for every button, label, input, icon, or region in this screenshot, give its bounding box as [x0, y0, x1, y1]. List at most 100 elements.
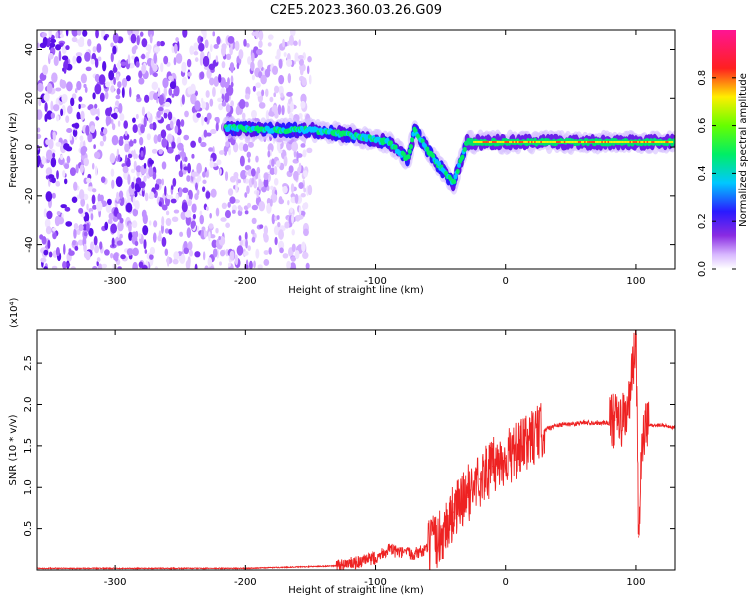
- spectrogram-noise-cell: [71, 196, 78, 203]
- spectrogram-noise-cell: [55, 87, 62, 92]
- spectrogram-signal-peak: [496, 140, 499, 143]
- spectrogram-noise-cell: [160, 129, 167, 139]
- spectrogram-noise-cell: [166, 133, 173, 143]
- spectrogram-noise-cell: [169, 120, 174, 129]
- spectrogram-signal-peak: [516, 140, 519, 143]
- spectrogram-noise-cell: [175, 53, 183, 64]
- spectrogram-noise-cell: [161, 178, 165, 186]
- spectrogram-noise-cell: [186, 194, 189, 202]
- spectrogram-noise-cell: [43, 249, 49, 256]
- spectrogram-noise-cell: [136, 35, 140, 46]
- spectrogram-noise-cell: [198, 136, 202, 144]
- spectrogram-signal-peak: [621, 140, 624, 143]
- spectrogram-noise-cell: [121, 87, 125, 99]
- spectrogram-noise-cell: [83, 231, 88, 237]
- spectrogram-frame: [36, 29, 676, 270]
- spectrogram-x-tick-label: -200: [234, 276, 257, 287]
- spectrogram-noise-cell: [88, 104, 94, 110]
- spectrogram-noise-cell: [202, 55, 210, 67]
- spectrogram-noise-cell: [288, 34, 295, 46]
- spectrogram-noise-cell: [198, 42, 205, 52]
- spectrogram-noise-cell: [148, 159, 154, 165]
- spectrogram-noise-cell: [178, 170, 184, 178]
- spectrogram-signal-peak: [640, 140, 642, 143]
- spectrogram-noise-cell: [55, 31, 59, 39]
- spectrogram-noise-cell: [68, 248, 72, 253]
- colorbar-tick-label: 0.0: [697, 261, 708, 277]
- spectrogram-signal-core: [393, 144, 398, 150]
- spectrogram-noise-cell: [173, 43, 178, 54]
- spectrogram-noise-cell: [239, 239, 243, 247]
- spectrogram-noise-cell: [142, 225, 149, 236]
- spectrogram-noise-cell: [212, 86, 216, 98]
- spectrogram-noise-cell: [51, 72, 58, 83]
- spectrogram-noise-cell: [86, 203, 89, 211]
- spectrogram-noise-cell: [64, 178, 68, 185]
- spectrogram-noise-cell: [50, 112, 56, 119]
- spectrogram-signal-peak: [498, 140, 500, 143]
- spectrogram-y-ticks: -40 -20 0 20 40: [24, 43, 675, 253]
- spectrogram-signal-max: [604, 141, 607, 143]
- spectrogram-signal-core: [460, 154, 465, 160]
- spectrogram-noise-cell: [302, 149, 307, 158]
- spectrogram-noise-cell: [155, 178, 163, 185]
- spectrogram-noise-cell: [240, 169, 247, 180]
- spectrogram-noise-cell: [82, 30, 88, 37]
- snr-data-point: [335, 565, 338, 567]
- spectrogram-noise-cell: [105, 81, 111, 88]
- spectrogram-noise-cell: [209, 265, 215, 269]
- spectrogram-signal-max: [485, 141, 488, 143]
- spectrogram-noise-cell: [192, 213, 196, 220]
- spectrogram-noise-cell: [229, 46, 233, 56]
- colorbar-tick-label: 0.6: [697, 118, 708, 134]
- spectrogram-noise-cell: [213, 76, 220, 87]
- spectrogram-noise-cell: [161, 161, 167, 170]
- spectrogram-noise-cell: [257, 59, 263, 69]
- spectrogram-signal-max: [588, 141, 591, 143]
- spectrogram-noise-cell: [112, 112, 118, 120]
- spectrogram-noise-cell: [52, 104, 60, 112]
- spectrogram-noise-cell: [85, 125, 90, 136]
- spectrogram-noise-cell: [269, 167, 276, 175]
- spectrogram-noise-cell: [275, 160, 281, 168]
- spectrogram-signal-max: [521, 141, 524, 143]
- spectrogram-noise-cell: [226, 86, 233, 96]
- spectrogram-noise-cell: [251, 31, 257, 36]
- spectrogram-noise-cell: [102, 127, 108, 135]
- spectrogram-signal-max: [491, 141, 494, 143]
- spectrogram-noise-cell: [132, 208, 139, 217]
- spectrogram-noise-cell: [166, 255, 170, 267]
- spectrogram-noise-cell: [244, 231, 248, 241]
- spectrogram-noise-cell: [199, 210, 203, 216]
- spectrogram-noise-cell: [172, 258, 179, 265]
- spectrogram-noise-cell: [143, 146, 146, 157]
- snr-data-point: [374, 556, 377, 559]
- spectrogram-noise-cell: [133, 138, 137, 144]
- spectrogram-noise-cell: [263, 225, 269, 236]
- snr-series-layer: [37, 330, 675, 570]
- spectrogram-signal-max: [591, 141, 594, 143]
- spectrogram-noise-cell: [289, 262, 297, 269]
- spectrogram-noise-cell: [179, 231, 184, 237]
- spectrogram-noise-cell: [80, 73, 87, 84]
- spectrogram-noise-cell: [225, 140, 230, 148]
- spectrogram-signal-max: [646, 141, 649, 143]
- spectrogram-signal-peak: [510, 140, 513, 143]
- spectrogram-signal-peak: [571, 140, 574, 143]
- spectrogram-signal-core: [456, 162, 461, 168]
- spectrogram-signal-max: [584, 141, 587, 143]
- spectrogram-signal-max: [632, 141, 635, 143]
- spectrogram-noise-cell: [290, 183, 295, 194]
- spectrogram-y-label: Frequency (Hz): [8, 112, 19, 188]
- spectrogram-noise-cell: [246, 202, 252, 208]
- snr-data-point: [622, 420, 624, 422]
- snr-data-point: [637, 536, 640, 538]
- spectrogram-signal-max: [635, 141, 638, 143]
- spectrogram-noise-cell: [277, 221, 281, 228]
- spectrogram-noise-cell: [263, 178, 269, 188]
- spectrogram-noise-cell: [118, 103, 123, 114]
- spectrogram-signal-max: [559, 141, 562, 143]
- spectrogram-signal-peak: [479, 140, 482, 143]
